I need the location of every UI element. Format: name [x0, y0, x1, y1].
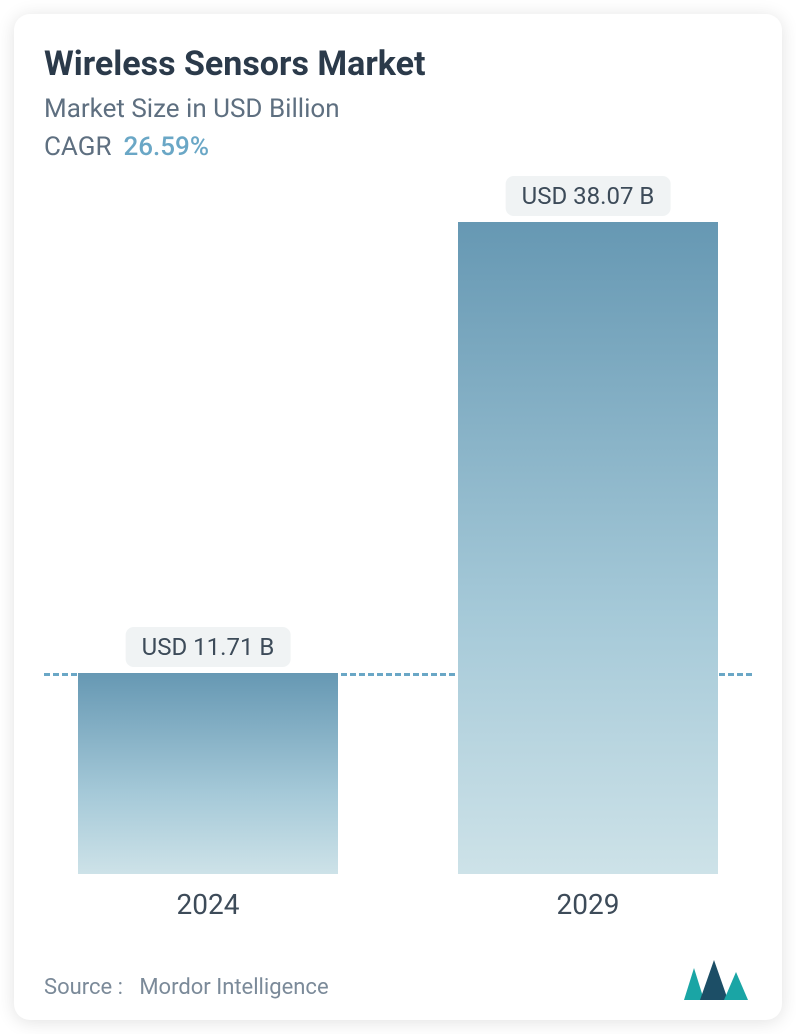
brand-logo-icon [684, 956, 752, 1000]
source-label: Source : [44, 975, 123, 1000]
source-name: Mordor Intelligence [139, 975, 328, 1000]
chart-card: Wireless Sensors Market Market Size in U… [14, 14, 782, 1020]
bar-fill [458, 222, 718, 874]
bar-value-badge: USD 11.71 B [126, 627, 291, 667]
bar-category-label: 2024 [177, 888, 240, 921]
cagr-row: CAGR 26.59% [44, 132, 752, 162]
bar-2024: USD 11.71 B2024 [78, 673, 338, 874]
bar-fill [78, 673, 338, 874]
cagr-value: 26.59% [123, 132, 208, 162]
chart-plot-area: USD 11.71 B2024USD 38.07 B2029 [44, 172, 752, 924]
source-attribution: Source : Mordor Intelligence [44, 975, 329, 1000]
bar-value-badge: USD 38.07 B [506, 176, 671, 216]
cagr-label: CAGR [44, 132, 111, 162]
chart-footer: Source : Mordor Intelligence [44, 944, 752, 1000]
chart-subtitle: Market Size in USD Billion [44, 94, 752, 124]
bar-2029: USD 38.07 B2029 [458, 222, 718, 874]
bar-category-label: 2029 [557, 888, 620, 921]
chart-title: Wireless Sensors Market [44, 44, 752, 84]
